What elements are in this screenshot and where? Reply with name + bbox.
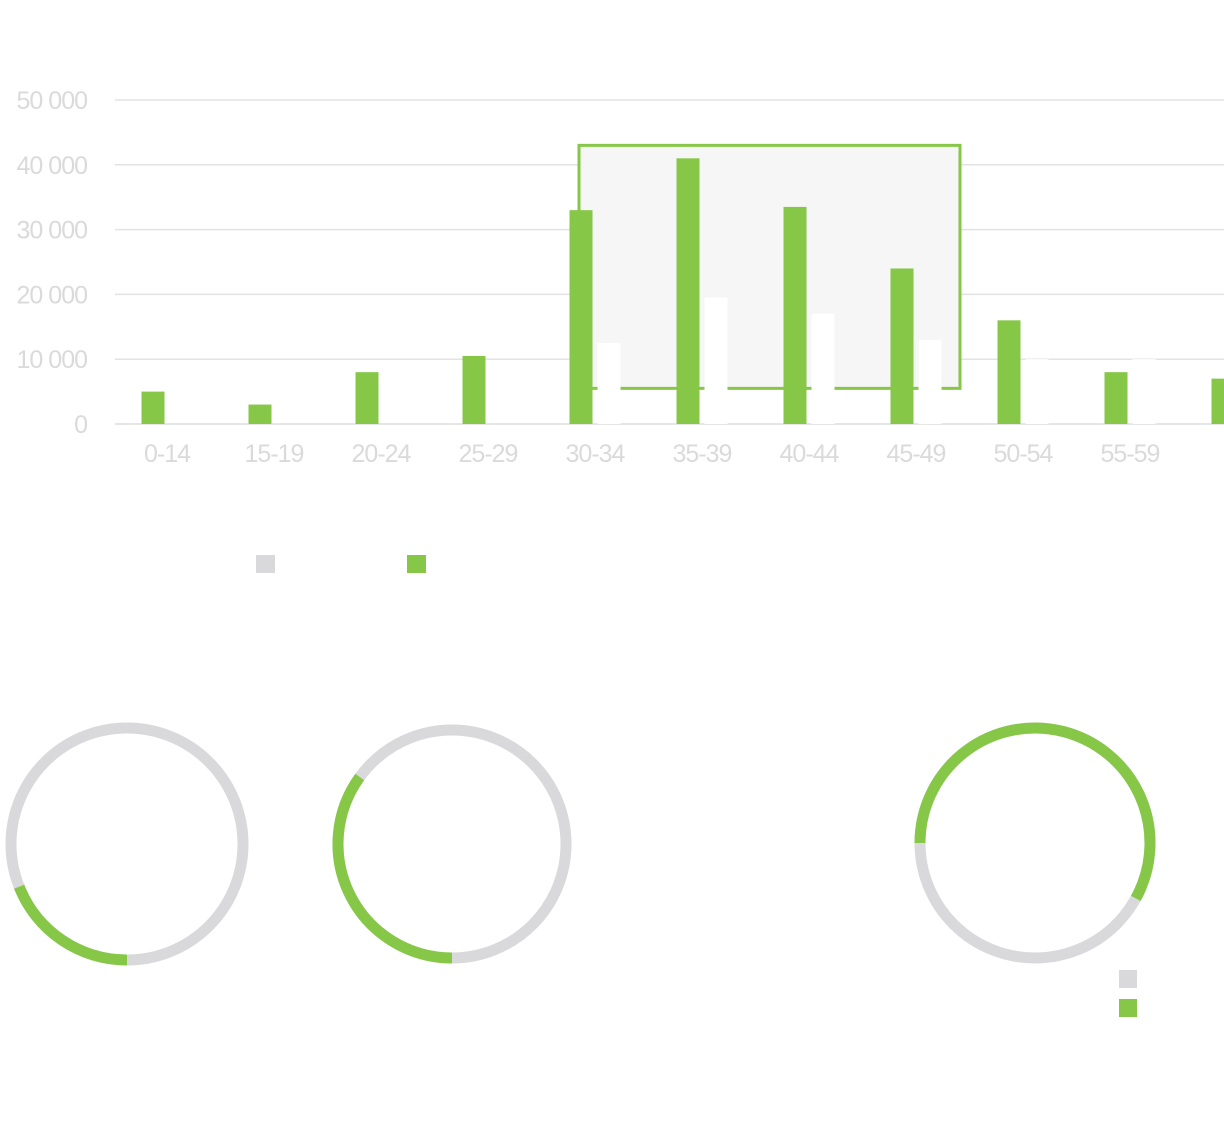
donut-chart bbox=[332, 724, 572, 964]
x-tick-label: 15-19 bbox=[245, 440, 304, 468]
bar bbox=[462, 355, 486, 424]
donut-slice bbox=[332, 773, 453, 964]
bar bbox=[997, 320, 1021, 424]
donut-chart bbox=[914, 722, 1156, 964]
bar bbox=[1025, 359, 1049, 424]
bar bbox=[355, 372, 379, 424]
x-tick-label: 50-54 bbox=[994, 440, 1054, 468]
x-tick-label: 25-29 bbox=[459, 440, 518, 468]
donut-slice bbox=[14, 884, 128, 966]
y-tick-label: 10 000 bbox=[17, 346, 88, 374]
x-axis-tick-labels: 0-14 15-19 20-24 25-29 30-34 35-39 40-44 45-49 5… bbox=[144, 440, 1161, 468]
bar bbox=[890, 268, 914, 424]
x-tick-label: 30-34 bbox=[566, 440, 626, 468]
bar bbox=[783, 206, 807, 424]
bar bbox=[704, 297, 728, 424]
legend-swatch bbox=[1119, 970, 1137, 988]
y-tick-label: 0 bbox=[74, 411, 87, 439]
bar-series bbox=[141, 158, 1224, 424]
bar bbox=[248, 404, 272, 424]
x-tick-label: 35-39 bbox=[673, 440, 732, 468]
x-tick-label: 45-49 bbox=[887, 440, 946, 468]
y-axis-tick-labels: 0 10 000 20 000 30 000 40 000 50 000 bbox=[17, 87, 89, 439]
bar bbox=[1211, 378, 1224, 424]
donut-legend bbox=[1119, 970, 1137, 1017]
bar bbox=[1132, 359, 1156, 424]
bar bbox=[918, 339, 942, 424]
bar bbox=[1104, 372, 1128, 424]
y-tick-label: 50 000 bbox=[17, 87, 88, 115]
bar bbox=[141, 391, 165, 424]
y-tick-label: 40 000 bbox=[17, 152, 88, 180]
bar bbox=[597, 343, 621, 424]
x-tick-label: 20-24 bbox=[352, 440, 412, 468]
bar bbox=[676, 158, 700, 424]
y-tick-label: 30 000 bbox=[17, 217, 88, 245]
bar bbox=[811, 313, 835, 424]
donut-slice bbox=[914, 722, 1156, 902]
legend-swatch bbox=[407, 555, 426, 573]
donut-charts bbox=[5, 722, 1156, 966]
legend-swatch bbox=[256, 555, 275, 573]
donut-chart bbox=[5, 722, 249, 966]
x-tick-label: 40-44 bbox=[780, 440, 840, 468]
bar bbox=[569, 210, 593, 424]
x-tick-label: 0-14 bbox=[144, 440, 191, 468]
x-tick-label: 55-59 bbox=[1101, 440, 1160, 468]
bar-chart-legend bbox=[256, 555, 426, 573]
bar-chart: 0 10 000 20 000 30 000 40 000 50 000 0-14 15-1… bbox=[17, 87, 1224, 573]
legend-swatch bbox=[1119, 999, 1137, 1017]
y-tick-label: 20 000 bbox=[17, 281, 88, 309]
